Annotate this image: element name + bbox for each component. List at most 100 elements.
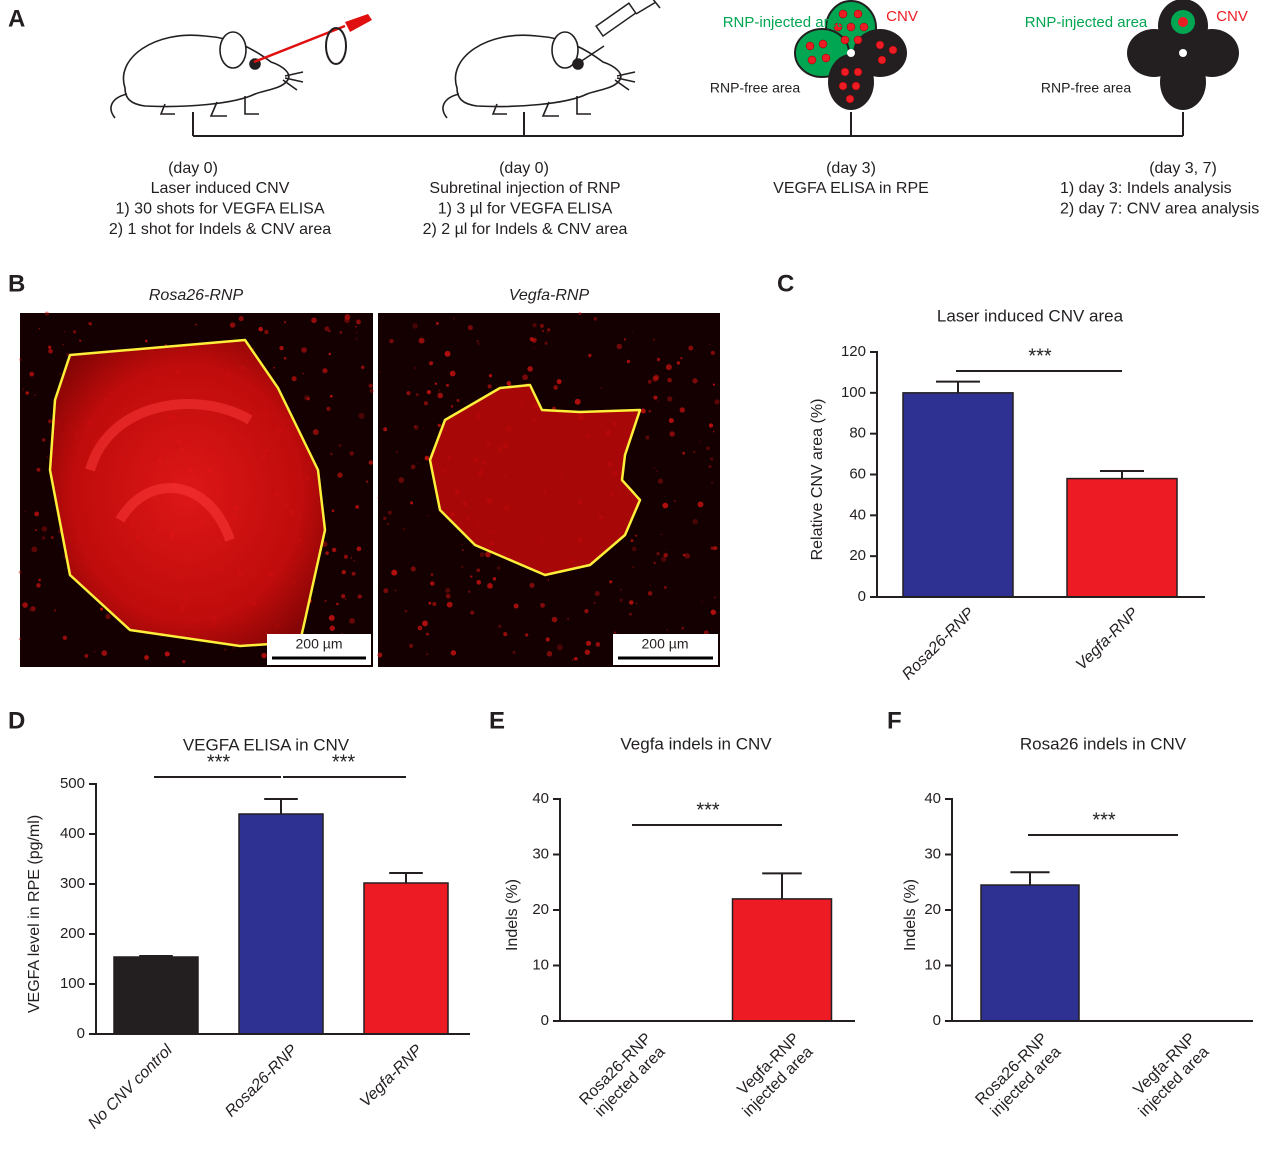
speckle — [422, 620, 428, 627]
speckle — [377, 497, 379, 499]
speckle — [41, 526, 48, 532]
laser-source — [345, 14, 372, 32]
speckle — [38, 578, 41, 582]
speckle — [676, 361, 681, 365]
speckle — [631, 331, 633, 333]
error-bar — [389, 872, 423, 883]
speckle — [626, 359, 631, 364]
speckle — [391, 569, 398, 576]
speckle — [430, 581, 434, 586]
speckle — [492, 577, 497, 581]
speckle — [479, 552, 485, 558]
speckle — [238, 316, 244, 322]
speckle — [343, 554, 348, 559]
speckle — [527, 366, 533, 372]
error-bar — [936, 380, 980, 393]
speckle — [368, 383, 373, 388]
y-tick-label: 40 — [532, 790, 549, 807]
speckle — [379, 371, 381, 373]
speckle — [341, 570, 346, 575]
speckle — [544, 341, 548, 345]
significance-label: *** — [696, 799, 720, 821]
speckle — [662, 502, 669, 509]
bar — [1066, 477, 1178, 598]
speckle — [593, 602, 596, 604]
micrograph — [377, 312, 720, 667]
timeline-text: 1) day 3: Indels analysis — [1060, 180, 1232, 197]
speckle — [22, 602, 28, 608]
speckle — [344, 317, 350, 324]
speckle — [368, 460, 374, 465]
y-tick-label: 20 — [924, 901, 941, 918]
speckle — [232, 646, 235, 649]
speckle — [585, 640, 592, 646]
timeline-text: 2) 1 shot for Indels & CNV area — [109, 221, 331, 238]
speckle — [18, 637, 22, 641]
speckle — [546, 332, 549, 334]
chart-title: Vegfa indels in CNV — [620, 734, 772, 753]
speckle — [387, 510, 392, 515]
speckle — [432, 601, 437, 606]
speckle — [547, 328, 551, 332]
speckle — [532, 323, 537, 328]
speckle — [62, 343, 64, 346]
speckle — [38, 327, 41, 330]
speckle — [438, 389, 441, 392]
speckle — [349, 451, 354, 456]
speckle — [714, 399, 720, 405]
speckle — [692, 378, 698, 384]
y-tick-label: 30 — [532, 845, 549, 862]
speckle — [36, 583, 41, 588]
speckle — [437, 392, 443, 399]
bar — [731, 898, 833, 1022]
speckle — [42, 536, 46, 540]
speckle — [635, 534, 638, 537]
speckle — [556, 644, 563, 651]
x-tick-label-box: Vegfa-RNP injected area — [1130, 1030, 1212, 1120]
panel-label: E — [489, 707, 505, 734]
speckle — [426, 389, 432, 395]
speckle — [425, 632, 429, 636]
speckle — [487, 384, 492, 389]
y-tick-label: 100 — [60, 975, 85, 992]
y-tick-label: 10 — [924, 956, 941, 973]
y-axis-label: VEGFA level in RPE (pg/ml) — [26, 815, 43, 1013]
speckle — [485, 551, 491, 558]
flower-diagram — [794, 0, 907, 110]
speckle — [539, 323, 544, 328]
speckle — [344, 598, 347, 600]
speckle — [682, 451, 686, 455]
speckle — [355, 325, 357, 328]
speckle — [547, 579, 550, 581]
diagram-label: RNP-free area — [1041, 80, 1131, 96]
y-tick-label: 0 — [541, 1012, 549, 1029]
significance-label: *** — [1028, 345, 1052, 367]
speckle — [423, 427, 425, 429]
speckle — [713, 546, 718, 551]
speckle — [630, 539, 634, 542]
speckle — [46, 456, 49, 458]
speckle — [540, 602, 545, 608]
timeline-text: 2) day 7: CNV area analysis — [1060, 201, 1259, 218]
diagram-label: CNV — [1216, 8, 1248, 25]
speckle — [93, 650, 96, 653]
chart-title: Rosa26 indels in CNV — [1020, 734, 1187, 753]
speckle — [31, 546, 38, 553]
speckle — [631, 546, 637, 552]
speckle — [36, 467, 41, 472]
speckle — [22, 388, 24, 390]
speckle — [668, 418, 674, 424]
speckle — [650, 584, 652, 586]
speckle — [353, 559, 356, 562]
speckle — [708, 465, 712, 469]
speckle — [461, 565, 464, 569]
speckle — [302, 372, 305, 375]
speckle — [688, 345, 694, 351]
speckle — [355, 504, 360, 509]
speckle — [584, 649, 591, 655]
speckle — [195, 323, 197, 326]
speckle — [430, 573, 434, 576]
speckle — [409, 643, 414, 648]
y-tick-label: 500 — [60, 775, 85, 792]
